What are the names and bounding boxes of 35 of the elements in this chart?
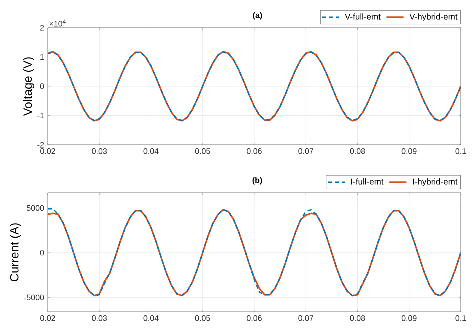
x-tick-label: 0.05 (195, 316, 210, 322)
y-axis-title: Current (A) (10, 224, 22, 282)
x-tick-label: 0.09 (402, 316, 417, 322)
y-tick-label: -5000 (24, 294, 44, 301)
x-tick-label: 0.03 (92, 148, 108, 154)
legend-label: I-full-emt (352, 178, 384, 185)
text: ×10$^{4}$ (50, 20, 66, 27)
y-tick-label: -2 (38, 142, 44, 148)
x-tick-label: 0.02 (40, 148, 56, 154)
x-tick-label: 0.06 (247, 148, 262, 154)
y-tick-label: 0 (40, 250, 44, 256)
x-tick-label: 0.1 (456, 148, 466, 154)
y-tick-label: -1 (38, 112, 44, 118)
y-tick-label: 5000 (26, 205, 44, 212)
x-tick-label: 0.06 (247, 316, 262, 322)
chart-title: (b) (252, 177, 262, 185)
y-axis-title: Voltage (V) (23, 58, 34, 116)
x-tick-label: 0.09 (402, 148, 417, 154)
x-tick-label: 0.04 (144, 316, 159, 322)
x-tick-label: 0.03 (92, 316, 108, 322)
y-tick-label: 0 (40, 84, 44, 90)
legend-label: V-hybrid-emt (410, 14, 458, 22)
legend-label: V-full-emt (345, 14, 381, 20)
x-tick-label: 0.07 (298, 316, 314, 322)
legend-label: I-hybrid-emt (413, 178, 458, 186)
chart-title: (a) (253, 12, 262, 20)
x-tick-label: 0.02 (40, 316, 56, 322)
x-tick-label: 0.08 (350, 316, 366, 322)
x-tick-label: 0.08 (350, 148, 366, 154)
x-tick-label: 0.07 (298, 148, 314, 154)
x-tick-label: 0.05 (195, 148, 210, 154)
x-tick-label: 0.1 (456, 316, 466, 322)
x-tick-label: 0.04 (144, 148, 159, 154)
y-tick-label: 2 (40, 25, 44, 31)
y-tick-label: 1 (40, 54, 44, 60)
